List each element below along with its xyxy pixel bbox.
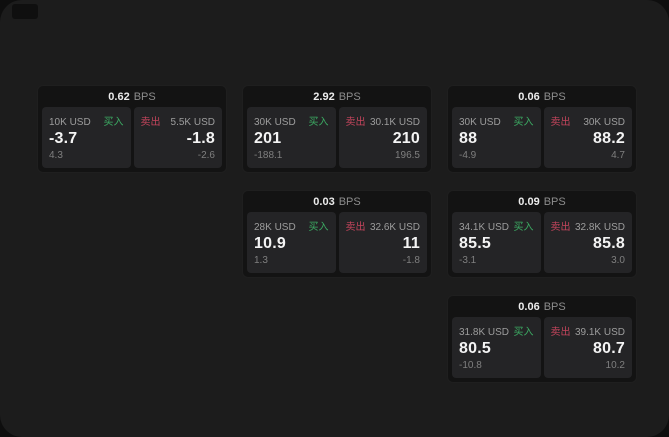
buy-price: 88 xyxy=(459,130,478,147)
card-header: 0.06 BPS xyxy=(448,86,636,107)
bps-value: 0.03 xyxy=(313,195,335,208)
card-body: 10K USD 买入 -3.7 4.3 卖出 5.5K USD -1.8 -2.… xyxy=(38,107,226,172)
buy-tile[interactable]: 10K USD 买入 -3.7 4.3 xyxy=(42,107,131,168)
sell-price: -1.8 xyxy=(186,130,215,147)
sell-tile[interactable]: 卖出 39.1K USD 80.7 10.2 xyxy=(543,317,632,378)
buy-delta: 1.3 xyxy=(254,255,268,266)
buy-tile[interactable]: 34.1K USD 买入 85.5 -3.1 xyxy=(452,212,541,273)
quote-card-grid: 0.62 BPS 10K USD 买入 -3.7 4.3 卖出 5.5K USD xyxy=(37,85,637,383)
buy-price: 201 xyxy=(254,130,282,147)
buy-delta: -3.1 xyxy=(459,255,477,266)
sell-label: 卖出 xyxy=(345,117,366,128)
quote-card: 0.06 BPS 30K USD 买入 88 -4.9 卖出 30K USD xyxy=(447,85,637,173)
sell-label: 卖出 xyxy=(550,327,571,338)
sell-tile[interactable]: 卖出 32.8K USD 85.8 3.0 xyxy=(543,212,632,273)
quote-card: 0.62 BPS 10K USD 买入 -3.7 4.3 卖出 5.5K USD xyxy=(37,85,227,173)
quote-card: 0.03 BPS 28K USD 买入 10.9 1.3 卖出 32.6K US… xyxy=(242,190,432,278)
bps-unit-label: BPS xyxy=(543,195,566,208)
sell-delta: -2.6 xyxy=(197,150,215,161)
buy-amount: 31.8K USD xyxy=(459,327,510,338)
bps-value: 0.06 xyxy=(518,90,540,103)
quote-card: 0.06 BPS 31.8K USD 买入 80.5 -10.8 卖出 39.1… xyxy=(447,295,637,383)
buy-label: 买入 xyxy=(513,222,534,233)
buy-delta: -4.9 xyxy=(459,150,477,161)
buy-amount: 10K USD xyxy=(49,117,91,128)
card-header: 0.09 BPS xyxy=(448,191,636,212)
buy-amount: 30K USD xyxy=(459,117,501,128)
buy-label: 买入 xyxy=(103,117,124,128)
card-header: 2.92 BPS xyxy=(243,86,431,107)
sell-delta: 3.0 xyxy=(611,255,625,266)
sell-tile[interactable]: 卖出 30K USD 88.2 4.7 xyxy=(543,107,632,168)
sell-price: 80.7 xyxy=(593,340,625,357)
buy-price: 80.5 xyxy=(459,340,491,357)
bps-value: 0.06 xyxy=(518,300,540,313)
quote-card: 2.92 BPS 30K USD 买入 201 -188.1 卖出 30.1K … xyxy=(242,85,432,173)
sell-label: 卖出 xyxy=(140,117,161,128)
bps-unit-label: BPS xyxy=(543,300,566,313)
card-body: 34.1K USD 买入 85.5 -3.1 卖出 32.8K USD 85.8… xyxy=(448,212,636,277)
sell-amount: 32.8K USD xyxy=(574,222,625,233)
sell-tile[interactable]: 卖出 32.6K USD 11 -1.8 xyxy=(338,212,427,273)
bps-value: 2.92 xyxy=(313,90,335,103)
sell-delta: 10.2 xyxy=(605,360,625,371)
buy-amount: 28K USD xyxy=(254,222,296,233)
buy-price: -3.7 xyxy=(49,130,78,147)
bps-unit-label: BPS xyxy=(543,90,566,103)
sell-amount: 30K USD xyxy=(583,117,625,128)
sell-price: 88.2 xyxy=(593,130,625,147)
sell-amount: 39.1K USD xyxy=(574,327,625,338)
buy-label: 买入 xyxy=(513,327,534,338)
sell-price: 85.8 xyxy=(593,235,625,252)
bps-unit-label: BPS xyxy=(133,90,156,103)
buy-label: 买入 xyxy=(308,117,329,128)
buy-tile[interactable]: 30K USD 买入 88 -4.9 xyxy=(452,107,541,168)
sell-amount: 32.6K USD xyxy=(369,222,420,233)
bps-unit-label: BPS xyxy=(338,195,361,208)
sell-delta: 196.5 xyxy=(394,150,420,161)
sell-delta: 4.7 xyxy=(611,150,625,161)
sell-delta: -1.8 xyxy=(402,255,420,266)
buy-tile[interactable]: 28K USD 买入 10.9 1.3 xyxy=(247,212,336,273)
card-header: 0.06 BPS xyxy=(448,296,636,317)
card-body: 31.8K USD 买入 80.5 -10.8 卖出 39.1K USD 80.… xyxy=(448,317,636,382)
sell-tile[interactable]: 卖出 5.5K USD -1.8 -2.6 xyxy=(133,107,222,168)
sell-label: 卖出 xyxy=(550,222,571,233)
sell-label: 卖出 xyxy=(550,117,571,128)
sell-price: 11 xyxy=(402,235,420,252)
buy-delta: -188.1 xyxy=(254,150,283,161)
quote-card: 0.09 BPS 34.1K USD 买入 85.5 -3.1 卖出 32.8K… xyxy=(447,190,637,278)
card-body: 28K USD 买入 10.9 1.3 卖出 32.6K USD 11 -1.8 xyxy=(243,212,431,277)
buy-price: 10.9 xyxy=(254,235,286,252)
buy-delta: -10.8 xyxy=(459,360,482,371)
top-left-notch xyxy=(12,4,38,19)
buy-label: 买入 xyxy=(513,117,534,128)
sell-label: 卖出 xyxy=(345,222,366,233)
sell-amount: 30.1K USD xyxy=(369,117,420,128)
buy-amount: 30K USD xyxy=(254,117,296,128)
bps-unit-label: BPS xyxy=(338,90,361,103)
sell-price: 210 xyxy=(392,130,420,147)
buy-tile[interactable]: 31.8K USD 买入 80.5 -10.8 xyxy=(452,317,541,378)
card-body: 30K USD 买入 201 -188.1 卖出 30.1K USD 210 1… xyxy=(243,107,431,172)
buy-delta: 4.3 xyxy=(49,150,63,161)
sell-tile[interactable]: 卖出 30.1K USD 210 196.5 xyxy=(338,107,427,168)
card-body: 30K USD 买入 88 -4.9 卖出 30K USD 88.2 4.7 xyxy=(448,107,636,172)
buy-tile[interactable]: 30K USD 买入 201 -188.1 xyxy=(247,107,336,168)
bps-value: 0.09 xyxy=(518,195,540,208)
bps-value: 0.62 xyxy=(108,90,130,103)
buy-label: 买入 xyxy=(308,222,329,233)
card-header: 0.62 BPS xyxy=(38,86,226,107)
sell-amount: 5.5K USD xyxy=(170,117,215,128)
buy-price: 85.5 xyxy=(459,235,491,252)
buy-amount: 34.1K USD xyxy=(459,222,510,233)
card-header: 0.03 BPS xyxy=(243,191,431,212)
